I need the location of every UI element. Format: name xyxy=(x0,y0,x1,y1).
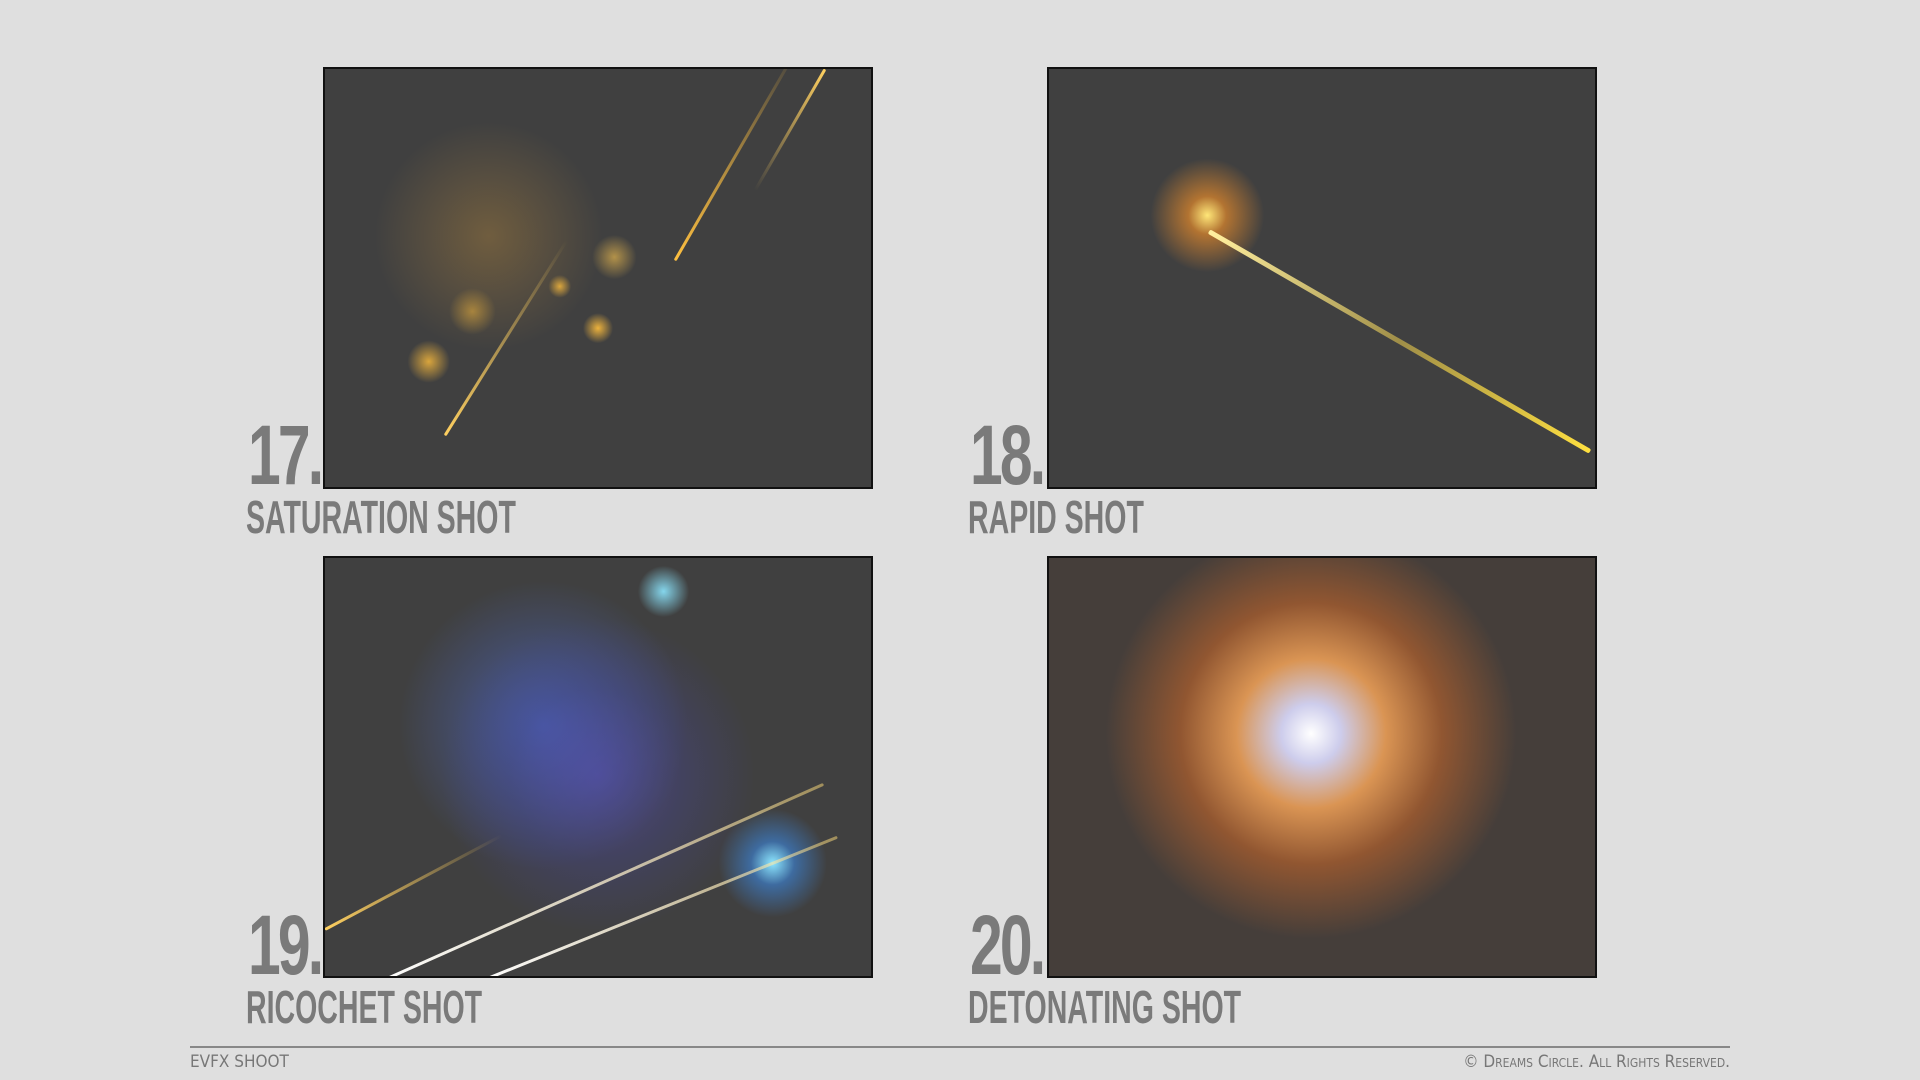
footer-copyright: © Dreams Circle. All Rights Reserved. xyxy=(1463,1052,1730,1072)
shot-18-image xyxy=(1047,67,1597,489)
shot-20-number: 20. xyxy=(970,898,1046,992)
shot-17-image xyxy=(323,67,873,489)
shot-20-image xyxy=(1047,556,1597,978)
footer-left: EVFX SHOOT xyxy=(190,1052,289,1072)
shot-19-number: 19. xyxy=(248,898,324,992)
shot-20-title: DETONATING SHOT xyxy=(968,981,1242,1033)
shot-19-image xyxy=(323,556,873,978)
footer-divider xyxy=(190,1046,1730,1048)
shot-19-title: RICOCHET SHOT xyxy=(246,981,483,1033)
shot-18-number: 18. xyxy=(970,408,1046,502)
shot-18-title: RAPID SHOT xyxy=(968,491,1144,543)
shot-17-number: 17. xyxy=(248,408,324,502)
shot-17-title: SATURATION SHOT xyxy=(246,491,516,543)
